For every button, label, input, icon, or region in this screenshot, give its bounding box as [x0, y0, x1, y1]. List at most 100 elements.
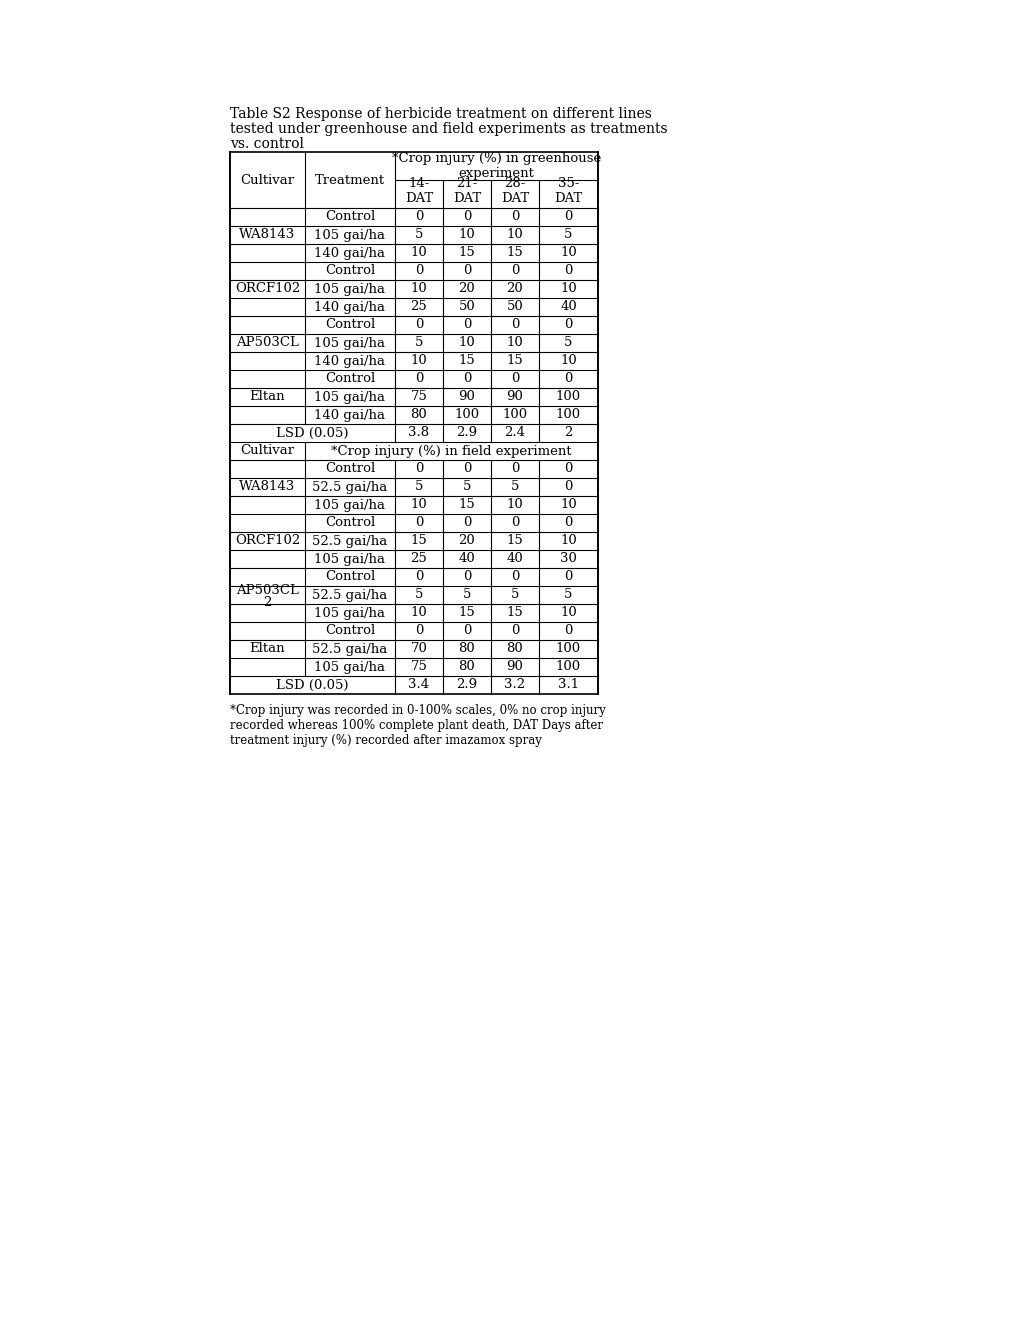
- Text: 40: 40: [559, 301, 577, 314]
- Text: 0: 0: [463, 462, 471, 475]
- Text: WA8143: WA8143: [239, 228, 296, 242]
- Text: 52.5 gai/ha: 52.5 gai/ha: [312, 589, 387, 602]
- Text: 0: 0: [511, 264, 519, 277]
- Text: 0: 0: [511, 570, 519, 583]
- Text: 10: 10: [506, 337, 523, 350]
- Text: 0: 0: [463, 372, 471, 385]
- Text: 10: 10: [559, 247, 577, 260]
- Text: 5: 5: [564, 228, 572, 242]
- Text: 105 gai/ha: 105 gai/ha: [314, 282, 385, 296]
- Text: Eltan: Eltan: [250, 643, 285, 656]
- Text: 25: 25: [411, 301, 427, 314]
- Text: 100: 100: [555, 643, 581, 656]
- Text: 105 gai/ha: 105 gai/ha: [314, 499, 385, 511]
- Text: 15: 15: [411, 535, 427, 548]
- Text: LSD (0.05): LSD (0.05): [276, 426, 348, 440]
- Text: 90: 90: [506, 660, 523, 673]
- Text: 0: 0: [564, 570, 572, 583]
- Text: 15: 15: [459, 606, 475, 619]
- Text: Treatment: Treatment: [315, 173, 385, 186]
- Text: 10: 10: [459, 228, 475, 242]
- Text: Cultivar: Cultivar: [240, 173, 294, 186]
- Text: 20: 20: [459, 282, 475, 296]
- Text: 0: 0: [511, 516, 519, 529]
- Text: 0: 0: [463, 570, 471, 583]
- Text: 3.8: 3.8: [408, 426, 429, 440]
- Text: Control: Control: [325, 210, 375, 223]
- Text: 2: 2: [263, 597, 271, 610]
- Text: 75: 75: [411, 391, 427, 404]
- Text: 0: 0: [463, 210, 471, 223]
- Text: 15: 15: [459, 247, 475, 260]
- Text: 10: 10: [411, 282, 427, 296]
- Text: 10: 10: [559, 355, 577, 367]
- Text: 0: 0: [511, 318, 519, 331]
- Text: 5: 5: [415, 589, 423, 602]
- Text: WA8143: WA8143: [239, 480, 296, 494]
- Text: 10: 10: [411, 247, 427, 260]
- Text: 10: 10: [506, 228, 523, 242]
- Text: 30: 30: [559, 553, 577, 565]
- Text: 3.1: 3.1: [557, 678, 579, 692]
- Text: 5: 5: [463, 589, 471, 602]
- Text: 80: 80: [459, 660, 475, 673]
- Text: 140 gai/ha: 140 gai/ha: [314, 355, 385, 367]
- Text: 15: 15: [506, 535, 523, 548]
- Text: 10: 10: [411, 499, 427, 511]
- Text: 90: 90: [506, 391, 523, 404]
- Text: 40: 40: [506, 553, 523, 565]
- Text: Control: Control: [325, 516, 375, 529]
- Text: 2.9: 2.9: [455, 678, 477, 692]
- Text: *Crop injury (%) in greenhouse
experiment: *Crop injury (%) in greenhouse experimen…: [391, 152, 600, 180]
- Text: 0: 0: [415, 210, 423, 223]
- Text: 0: 0: [564, 624, 572, 638]
- Text: 0: 0: [511, 372, 519, 385]
- Text: tested under greenhouse and field experiments as treatments: tested under greenhouse and field experi…: [229, 121, 667, 136]
- Text: 105 gai/ha: 105 gai/ha: [314, 606, 385, 619]
- Text: 0: 0: [511, 210, 519, 223]
- Text: 5: 5: [415, 337, 423, 350]
- Text: 0: 0: [564, 264, 572, 277]
- Text: 105 gai/ha: 105 gai/ha: [314, 228, 385, 242]
- Text: 140 gai/ha: 140 gai/ha: [314, 247, 385, 260]
- Text: 5: 5: [511, 589, 519, 602]
- Text: 0: 0: [564, 462, 572, 475]
- Text: 100: 100: [555, 391, 581, 404]
- Text: 52.5 gai/ha: 52.5 gai/ha: [312, 535, 387, 548]
- Text: Control: Control: [325, 462, 375, 475]
- Text: 35-
DAT: 35- DAT: [554, 177, 582, 205]
- Text: 14-
DAT: 14- DAT: [405, 177, 433, 205]
- Text: 10: 10: [559, 535, 577, 548]
- Text: 2.9: 2.9: [455, 426, 477, 440]
- Text: 0: 0: [463, 318, 471, 331]
- Text: 100: 100: [502, 408, 527, 421]
- Text: Control: Control: [325, 372, 375, 385]
- Text: LSD (0.05): LSD (0.05): [276, 678, 348, 692]
- Text: ORCF102: ORCF102: [234, 282, 300, 296]
- Text: 15: 15: [506, 606, 523, 619]
- Text: 0: 0: [415, 624, 423, 638]
- Text: 2.4: 2.4: [504, 426, 525, 440]
- Text: 2: 2: [564, 426, 572, 440]
- Text: 75: 75: [411, 660, 427, 673]
- Text: Cultivar: Cultivar: [240, 445, 294, 458]
- Text: 0: 0: [564, 372, 572, 385]
- Text: 5: 5: [463, 480, 471, 494]
- Text: 90: 90: [459, 391, 475, 404]
- Text: 21-
DAT: 21- DAT: [452, 177, 481, 205]
- Text: 15: 15: [506, 247, 523, 260]
- Text: 100: 100: [555, 408, 581, 421]
- Text: 25: 25: [411, 553, 427, 565]
- Text: 15: 15: [459, 499, 475, 511]
- Text: 5: 5: [511, 480, 519, 494]
- Text: 100: 100: [454, 408, 479, 421]
- Text: 0: 0: [415, 264, 423, 277]
- Text: 80: 80: [459, 643, 475, 656]
- Text: vs. control: vs. control: [229, 137, 304, 150]
- Text: 5: 5: [564, 589, 572, 602]
- Text: 50: 50: [459, 301, 475, 314]
- Text: 140 gai/ha: 140 gai/ha: [314, 408, 385, 421]
- Text: 0: 0: [564, 516, 572, 529]
- Text: 5: 5: [564, 337, 572, 350]
- Text: Control: Control: [325, 318, 375, 331]
